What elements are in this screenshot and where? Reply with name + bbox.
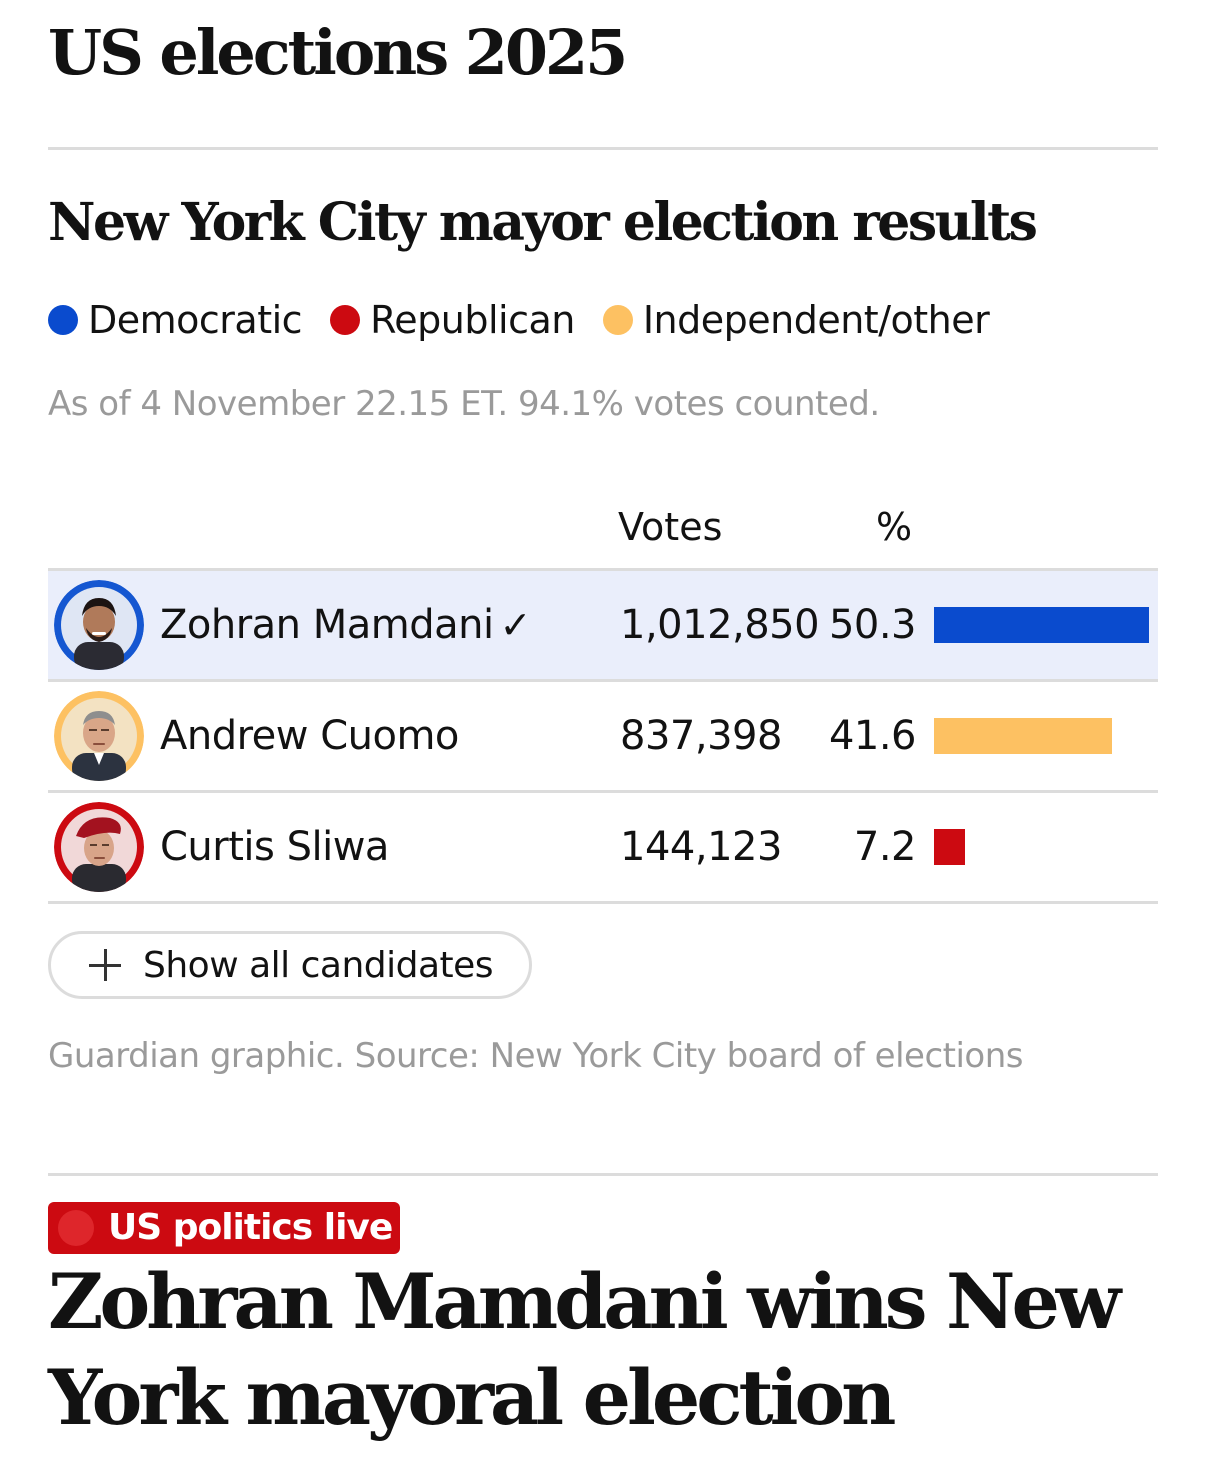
legend-item-democratic: Democratic (48, 298, 303, 342)
us-politics-live-badge[interactable]: US politics live (48, 1202, 400, 1254)
divider (48, 147, 1158, 150)
live-pulse-icon (58, 1210, 94, 1246)
avatar-cuomo (54, 691, 144, 781)
avatar-mamdani (54, 580, 144, 670)
democratic-dot-icon (48, 305, 78, 335)
candidate-row-cuomo: Andrew Cuomo 837,398 41.6 (48, 682, 1158, 793)
vote-percent: 50.3 (828, 602, 917, 648)
plus-icon (89, 949, 121, 981)
show-all-label: Show all candidates (143, 944, 494, 986)
candidate-name: Andrew Cuomo (160, 710, 459, 762)
vote-count: 1,012,850 (620, 602, 820, 648)
vote-share-bar (934, 607, 1149, 643)
legend-item-republican: Republican (330, 298, 575, 342)
legend-item-independent: Independent/other (602, 298, 990, 342)
candidate-row-mamdani: Zohran Mamdani ✓ 1,012,850 50.3 (48, 568, 1158, 682)
vote-percent: 7.2 (853, 824, 917, 870)
vote-count: 144,123 (620, 824, 782, 870)
percent-column-header: % (876, 505, 913, 549)
independent-dot-icon (602, 305, 633, 335)
candidate-name: Zohran Mamdani ✓ (160, 599, 531, 651)
candidate-name-text: Andrew Cuomo (160, 713, 459, 759)
legend-label: Democratic (88, 298, 303, 342)
vote-percent: 41.6 (828, 713, 917, 759)
votes-column-header: Votes (618, 505, 723, 549)
legend-label: Republican (370, 298, 575, 342)
candidate-row-sliwa: Curtis Sliwa 144,123 7.2 (48, 793, 1158, 904)
results-timestamp: As of 4 November 22.15 ET. 94.1% votes c… (48, 384, 880, 424)
vote-share-bar (934, 718, 1112, 754)
article-headline[interactable]: Zohran Mamdani wins New York mayoral ele… (48, 1257, 1121, 1442)
candidate-name-text: Zohran Mamdani (160, 602, 494, 648)
live-badge-label: US politics live (108, 1207, 393, 1248)
show-all-candidates-button[interactable]: Show all candidates (48, 931, 532, 999)
legend-label: Independent/other (642, 298, 990, 342)
winner-check-icon: ✓ (499, 603, 532, 647)
divider (48, 1173, 1158, 1176)
source-note: Guardian graphic. Source: New York City … (48, 1036, 1023, 1076)
vote-share-bar (934, 829, 965, 865)
vote-count: 837,398 (620, 713, 782, 759)
candidate-name-text: Curtis Sliwa (160, 824, 389, 870)
republican-dot-icon (330, 305, 361, 335)
avatar-sliwa (54, 802, 144, 892)
page-title: US elections 2025 (48, 16, 628, 89)
legend: Democratic Republican Independent/other (48, 294, 1017, 346)
widget-title: New York City mayor election results (48, 192, 1038, 253)
candidate-name: Curtis Sliwa (160, 821, 389, 873)
